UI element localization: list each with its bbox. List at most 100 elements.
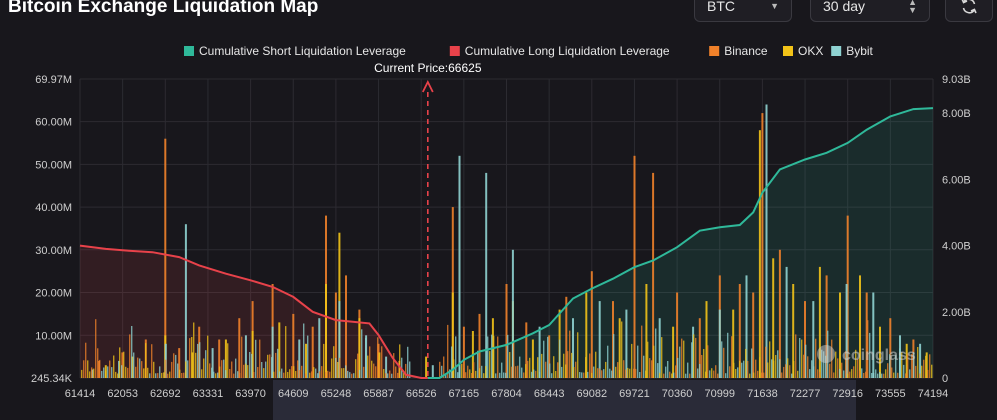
bar-okx [485,366,487,378]
bar-binance [269,354,271,378]
bar-bybit [131,326,133,378]
bar-binance [590,271,593,378]
bar-binance [297,360,299,378]
bar-binance [91,367,93,378]
bar-bybit [495,373,497,378]
bar-okx [143,368,145,378]
bar-binance [617,362,619,378]
bar-okx [169,371,171,378]
coin-select[interactable]: BTC ▼ [694,0,792,22]
bar-binance [747,361,749,378]
refresh-button[interactable] [945,0,993,22]
x-tick-label: 72277 [790,388,821,400]
y-axis-left: 245.34K 10.00M 20.00M 30.00M 40.00M 50.00M 60.… [31,74,73,385]
bar-bybit [281,368,283,378]
bar-bybit [593,366,595,378]
bar-bybit [611,370,613,378]
bar-bybit [503,372,505,378]
bar-bybit [581,372,583,378]
bar-binance [915,365,917,378]
bar-bybit [223,359,225,378]
bar-binance [897,372,899,378]
bar-binance [305,373,307,378]
bar-okx [247,365,249,378]
bar-okx [555,371,557,378]
x-tick-label: 74194 [918,388,949,400]
x-tick-label: 72916 [832,388,863,400]
bar-okx [893,372,895,378]
bar-binance [781,372,783,378]
bar-binance [257,367,259,378]
bar-okx [105,370,107,378]
bar-bybit [431,365,434,378]
bar-bybit [625,309,628,378]
bar-bybit [559,339,561,378]
y-right-tick-label: 6.00B [942,174,971,186]
bar-binance [178,348,181,378]
bar-okx [295,371,297,378]
bar-binance [865,292,868,378]
bar-binance [385,373,387,378]
bar-okx [355,359,357,378]
bar-bybit [665,366,667,378]
bar-okx [263,368,265,378]
bar-okx [855,349,857,378]
bar-bybit [765,104,768,378]
bar-okx [489,351,491,378]
bar-binance [517,365,519,378]
bar-bybit [477,350,479,378]
bar-binance [778,249,781,378]
legend-label: Binance [724,44,768,58]
bar-bybit [725,373,727,378]
bar-okx [585,357,587,378]
bar-bybit [805,344,807,378]
x-tick-label: 68443 [534,388,565,400]
bar-okx [577,332,579,378]
y-left-tick-label: 10.00M [35,330,72,342]
bar-bybit [511,249,514,378]
short-cumulative-area [427,108,933,378]
period-select[interactable]: 30 day ▲ ▼ [810,0,930,22]
bar-binance [109,360,111,378]
bar-binance [633,368,635,378]
bar-okx [619,369,621,378]
bar-binance [565,296,568,378]
bar-bybit [811,360,813,378]
bar-bybit [685,373,687,378]
bar-bybit [521,367,523,378]
bar-binance [535,370,537,378]
bar-okx [615,366,617,378]
caret-down-icon: ▼ [770,1,779,11]
bar-binance [351,373,353,378]
bar-okx [185,361,187,378]
bar-binance [513,341,515,378]
bar-binance [557,362,559,378]
bar-okx [571,352,573,378]
bar-bybit [531,371,533,378]
bar-binance [379,360,381,378]
bar-binance [527,360,529,378]
bar-binance [299,370,301,378]
bar-binance [369,346,371,378]
bar-okx [683,340,685,378]
bar-okx [371,360,373,378]
bar-bybit [481,365,483,378]
coinglass-logo-icon [817,345,835,363]
bar-binance [763,372,765,378]
bar-binance [523,372,525,378]
bar-bybit [812,301,815,378]
x-tick-label: 69721 [619,388,650,400]
y-right-tick-label: 4.00B [942,241,971,253]
bar-binance [129,334,131,378]
bar-okx [917,347,919,378]
page-title: Bitcoin Exchange Liquidation Map [8,0,319,17]
bar-bybit [658,318,661,378]
bar-bybit [691,342,693,378]
bar-okx [207,335,209,378]
bar-binance [846,215,849,378]
bar-bybit [718,309,721,378]
bar-okx [193,322,195,378]
bar-bybit [121,365,123,378]
bar-okx [343,368,345,378]
bar-bybit [613,334,615,378]
